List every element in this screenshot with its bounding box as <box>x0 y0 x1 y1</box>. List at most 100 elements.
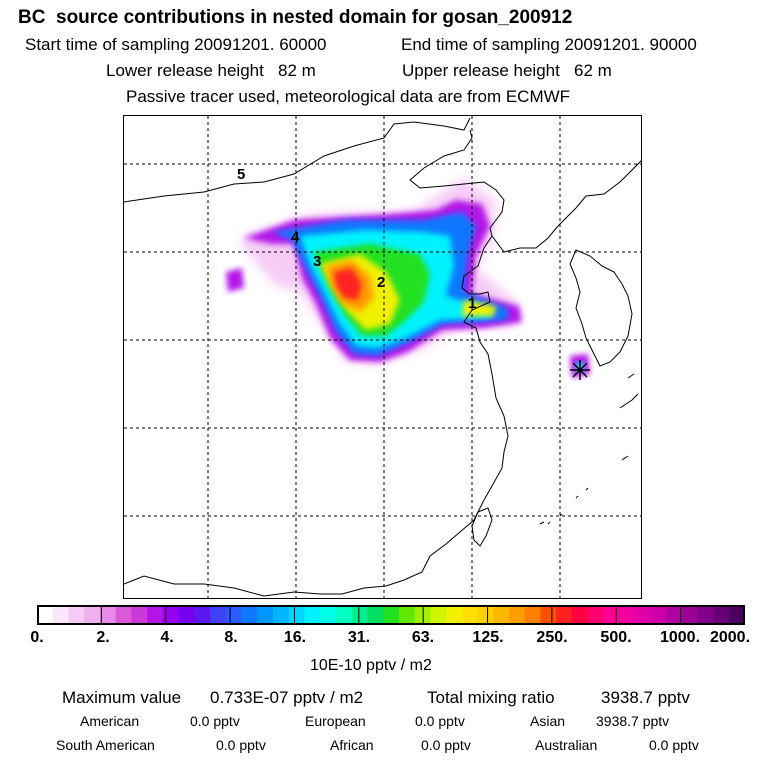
colorbar-swatch <box>225 605 243 625</box>
coast-bohai <box>124 235 509 597</box>
colorbar-swatch <box>178 605 195 625</box>
colorbar-swatch <box>335 605 353 625</box>
asian-label: Asian <box>530 713 566 729</box>
colorbar-tick: 4. <box>160 629 174 646</box>
colorbar-swatch <box>430 605 447 625</box>
end-time: End time of sampling 20091201. 90000 <box>401 35 697 54</box>
islands-ryukyu <box>539 487 589 525</box>
region-label-4: 4 <box>291 229 300 246</box>
plume-core-red <box>334 268 362 300</box>
colorbar-swatch <box>461 605 479 625</box>
colorbar-swatch <box>320 605 337 625</box>
coast-taiwan <box>471 507 493 547</box>
colorbar-swatch <box>477 605 494 625</box>
colorbar-swatch <box>52 605 70 625</box>
colorbar-swatch <box>257 605 274 625</box>
total-mixing-ratio-label: Total mixing ratio <box>427 688 555 707</box>
total-mixing-ratio-value: 3938.7 pptv <box>601 688 690 707</box>
colorbar-swatch <box>273 605 290 625</box>
colorbar-swatch <box>304 605 321 625</box>
colorbar-tick: 500. <box>600 629 632 646</box>
colorbar-swatch <box>446 605 463 625</box>
map-svg: 5 4 3 2 1 <box>124 116 641 598</box>
colorbar-swatch <box>603 605 620 625</box>
colorbar-swatch <box>351 605 368 625</box>
american-label: American <box>80 713 140 729</box>
tracer-note: Passive tracer used, meteorological data… <box>126 87 571 106</box>
start-time: Start time of sampling 20091201. 60000 <box>25 35 327 54</box>
plot-title: BC source contributions in nested domain… <box>18 7 573 28</box>
border-mongolia <box>124 117 471 203</box>
colorbar-swatch <box>194 605 211 625</box>
colorbar-swatch <box>587 605 604 625</box>
lower-release-height: Lower release height 82 m <box>106 61 316 80</box>
upper-release-height: Upper release height 62 m <box>402 61 612 80</box>
colorbar-swatch <box>650 605 667 625</box>
colorbar-swatch <box>682 605 699 625</box>
border-korea-north <box>491 160 641 253</box>
colorbar-tick: 125. <box>472 629 504 646</box>
colorbar-swatch <box>37 605 54 625</box>
colorbar-swatch <box>383 605 400 625</box>
coast-japan <box>619 373 639 461</box>
map-panel: 5 4 3 2 1 <box>123 115 642 599</box>
colorbar-swatch <box>99 605 117 625</box>
colorbar-swatch <box>162 605 180 625</box>
colorbar-swatch <box>84 605 101 625</box>
colorbar-tick: 1000. <box>659 629 701 646</box>
colorbar-swatch <box>68 605 85 625</box>
african-label: African <box>330 737 374 753</box>
colorbar-tick: 2000. <box>709 629 751 646</box>
concentration-field <box>226 178 590 378</box>
south-american-value: 0.0 pptv <box>216 737 266 753</box>
colorbar-tick: 63. <box>411 629 435 646</box>
region-label-1: 1 <box>468 295 476 312</box>
colorbar-swatch <box>398 605 416 625</box>
colorbar-swatch <box>556 605 573 625</box>
colorbar-tick: 250. <box>536 629 568 646</box>
colorbar-swatch <box>115 605 132 625</box>
colorbar-tick: 31. <box>347 629 371 646</box>
colorbar-unit: 10E-10 pptv / m2 <box>310 657 432 674</box>
colorbar-swatch <box>666 605 683 625</box>
coastlines <box>124 117 641 597</box>
colorbar-swatch <box>634 605 652 625</box>
colorbar-swatch <box>713 605 730 625</box>
colorbar-swatch <box>241 605 258 625</box>
border-north <box>409 129 505 237</box>
region-label-5: 5 <box>237 166 245 183</box>
colorbar-tick: 8. <box>224 629 238 646</box>
south-american-label: South American <box>56 737 155 753</box>
colorbar-swatch <box>524 605 542 625</box>
region-label-3: 3 <box>313 253 321 270</box>
colorbar-swatch <box>147 605 164 625</box>
colorbar-swatch <box>367 605 384 625</box>
region-label-2: 2 <box>377 274 385 291</box>
colorbar-swatch <box>619 605 636 625</box>
african-value: 0.0 pptv <box>421 737 471 753</box>
receptor-star-icon <box>570 360 590 380</box>
colorbar-swatch <box>509 605 526 625</box>
american-value: 0.0 pptv <box>190 713 240 729</box>
colorbar-swatch <box>288 605 306 625</box>
colorbar-tick: 16. <box>283 629 307 646</box>
graticule <box>124 116 641 598</box>
max-value: 0.733E-07 pptv / m2 <box>210 688 364 707</box>
colorbar-swatch <box>210 605 227 625</box>
colorbar-swatch <box>571 605 589 625</box>
colorbar-swatch <box>493 605 510 625</box>
colorbar-swatch <box>131 605 148 625</box>
colorbar <box>37 605 745 625</box>
australian-label: Australian <box>535 737 598 753</box>
max-value-label: Maximum value <box>62 688 182 707</box>
european-label: European <box>305 713 366 729</box>
colorbar-swatch <box>697 605 715 625</box>
colorbar-tick: 2. <box>96 629 110 646</box>
colorbar-swatch <box>540 605 557 625</box>
colorbar-tick: 0. <box>30 629 44 646</box>
european-value: 0.0 pptv <box>415 713 465 729</box>
colorbar-frame <box>37 605 745 625</box>
coast-korea <box>569 249 633 367</box>
colorbar-swatch <box>729 605 745 625</box>
asian-value: 3938.7 pptv <box>596 713 670 729</box>
